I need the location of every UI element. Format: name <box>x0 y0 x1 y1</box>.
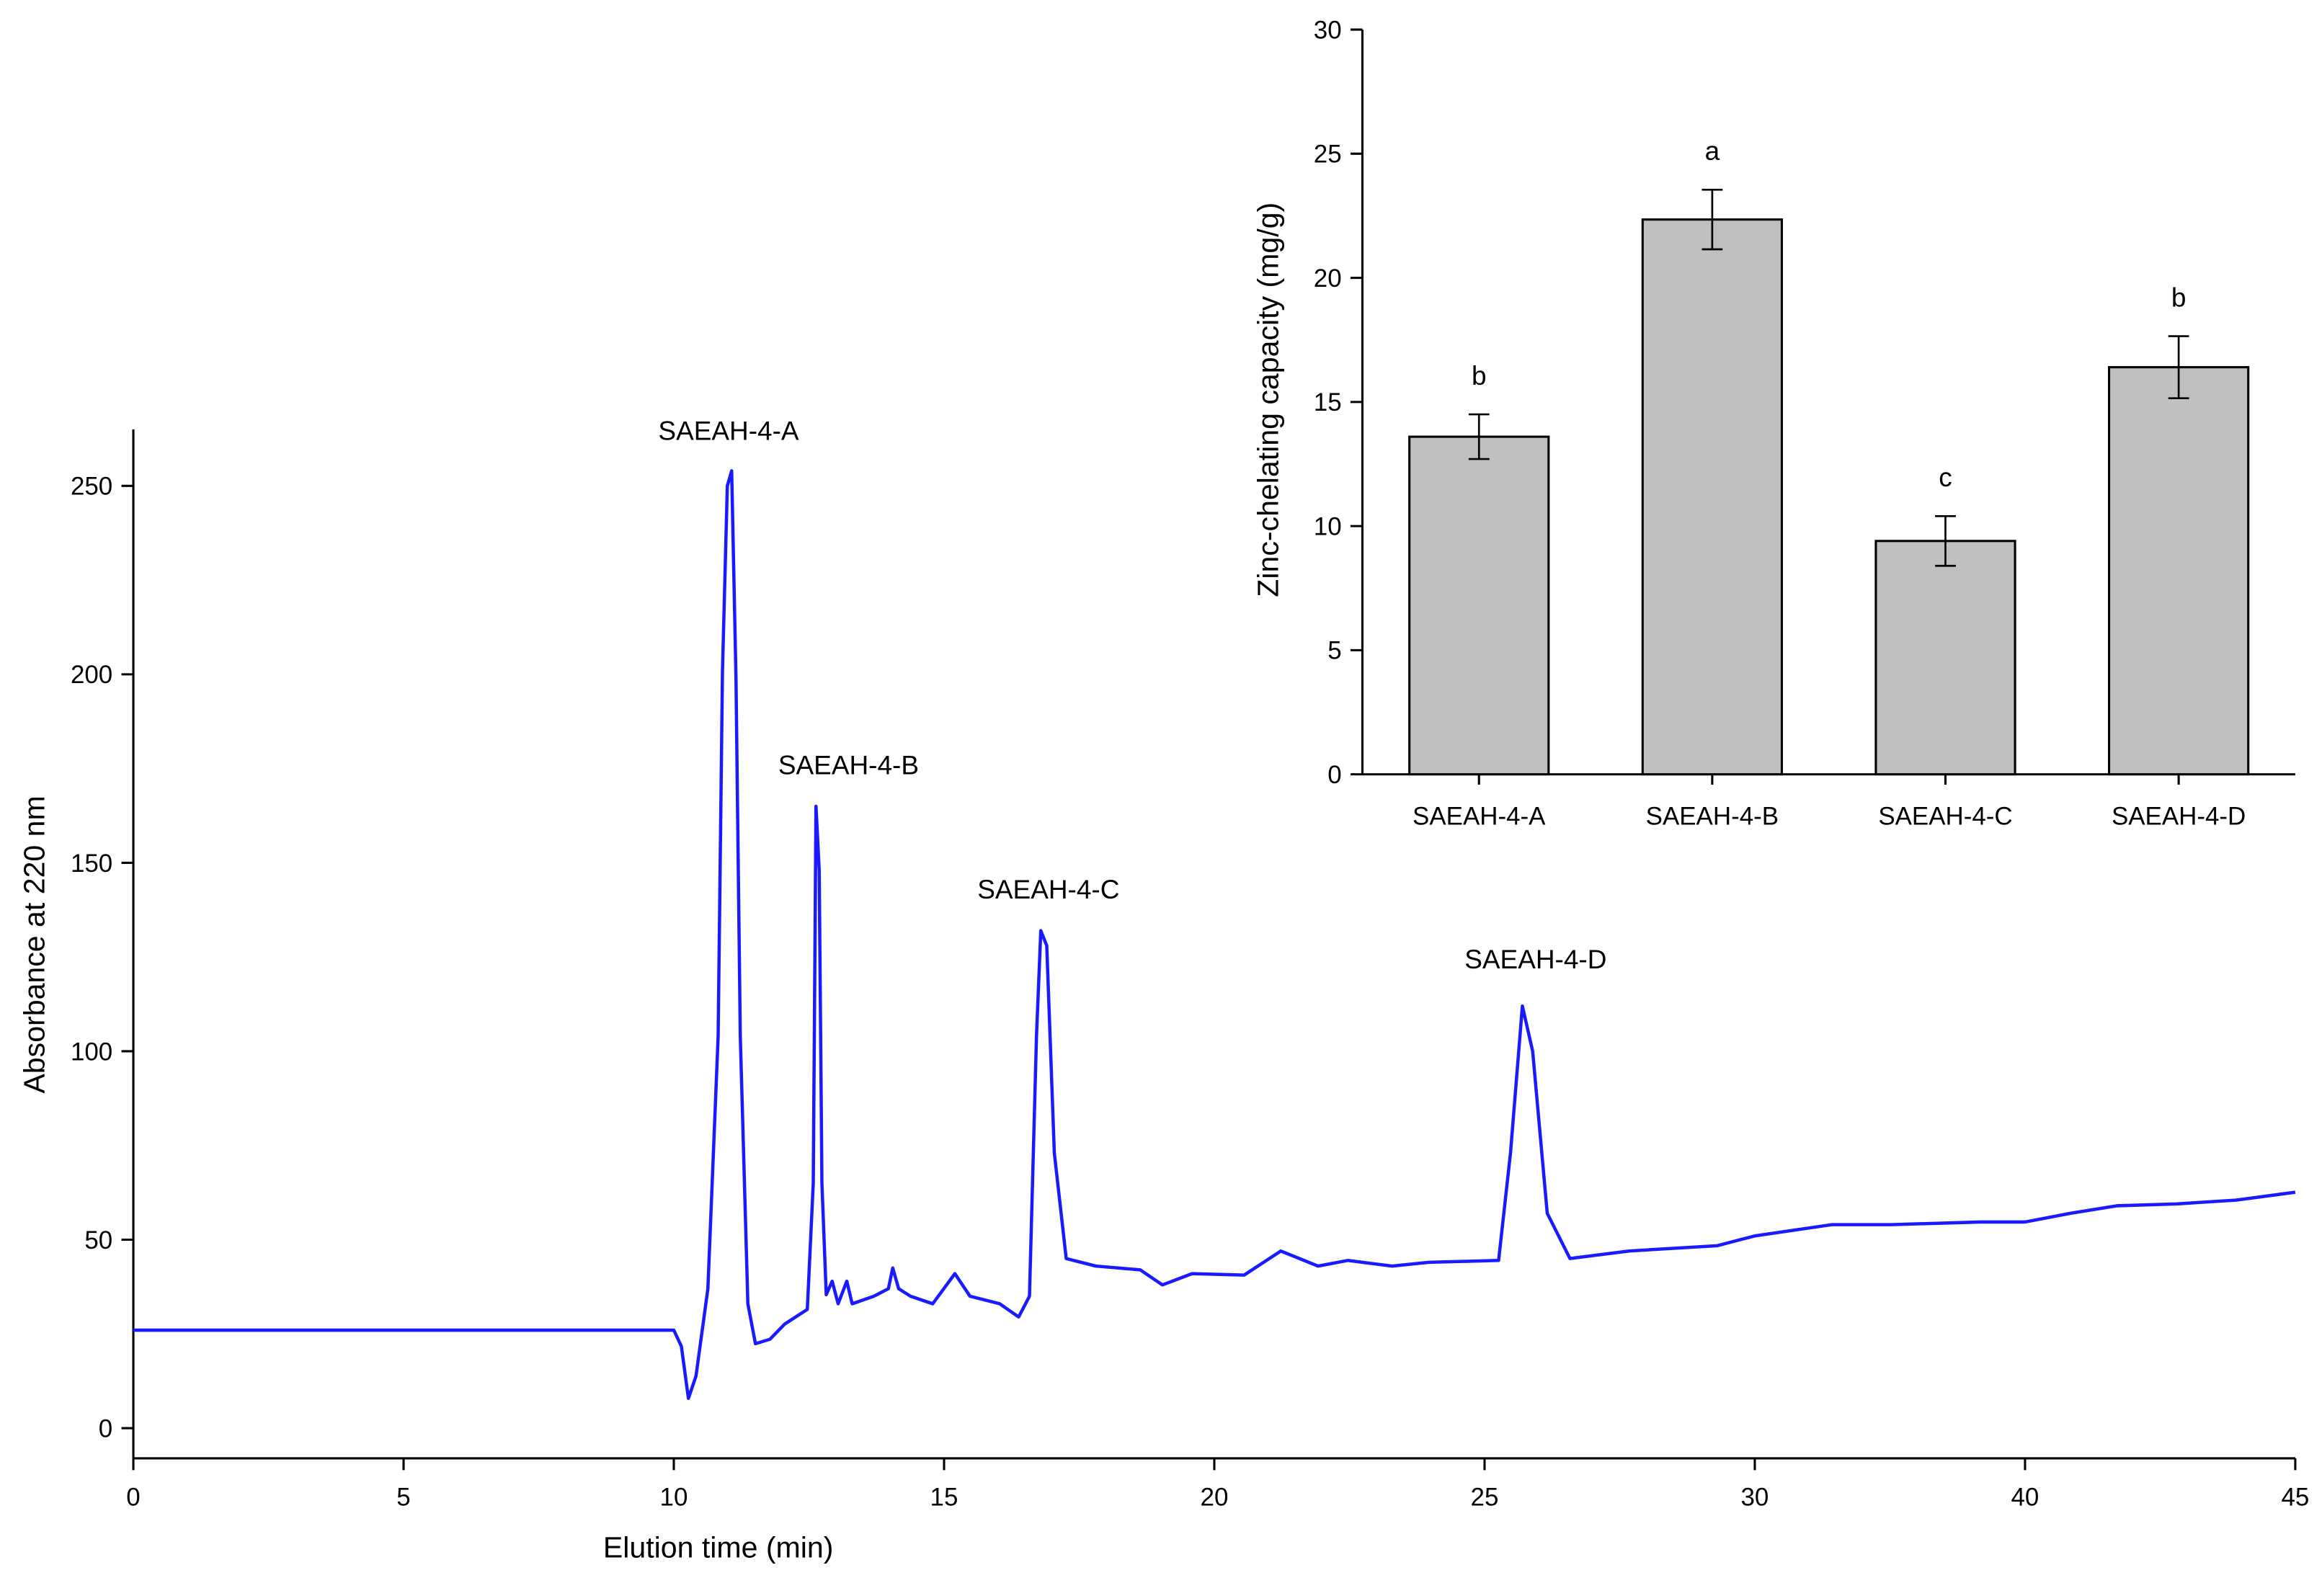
x-tick-label: 15 <box>930 1484 958 1512</box>
y-tick-label: 30 <box>1314 16 1342 44</box>
y-tick-label: 15 <box>1314 388 1342 416</box>
y-axis-title: Absorbance at 220 nm <box>18 795 51 1093</box>
bar <box>2108 366 2250 776</box>
peak-label: SAEAH-4-D <box>1464 945 1606 974</box>
x-tick-label: 45 <box>2281 1484 2309 1512</box>
peak-label: SAEAH-4-B <box>778 751 919 780</box>
peak-label: SAEAH-4-C <box>977 875 1119 904</box>
error-bar <box>1702 188 1723 251</box>
error-bar <box>1468 413 1490 460</box>
x-tick-label: SAEAH-4-D <box>2112 802 2246 830</box>
peak-label: SAEAH-4-A <box>658 416 799 445</box>
y-tick-label: 200 <box>71 661 112 689</box>
x-tick-label: SAEAH-4-A <box>1413 802 1546 830</box>
line <box>133 469 2296 1400</box>
significance-letter: b <box>1472 361 1487 391</box>
error-bar <box>1935 514 1956 567</box>
y-tick-label: 25 <box>1314 141 1342 169</box>
y-tick-label: 100 <box>71 1038 112 1066</box>
x-tick-label: 25 <box>1471 1484 1499 1512</box>
x-tick-label: 30 <box>1741 1484 1769 1512</box>
y-tick-label: 150 <box>71 850 112 878</box>
significance-letter: a <box>1705 136 1720 166</box>
x-tick-label: 10 <box>660 1484 688 1512</box>
y-tick-label: 50 <box>84 1226 112 1254</box>
x-tick-label: 40 <box>2011 1484 2039 1512</box>
bar <box>1874 540 2016 776</box>
significance-letter: b <box>2171 282 2187 312</box>
x-tick-label: 5 <box>396 1484 410 1512</box>
significance-letter: c <box>1939 463 1952 492</box>
y-tick-label: 10 <box>1314 512 1342 540</box>
x-tick-label: SAEAH-4-C <box>1878 802 2012 830</box>
x-tick-label: 20 <box>1201 1484 1229 1512</box>
y-axis-title: Zinc-chelating capacity (mg/g) <box>1251 202 1284 597</box>
y-tick-label: 5 <box>1327 637 1341 665</box>
y-tick-label: 0 <box>99 1414 112 1443</box>
bar <box>1641 218 1783 776</box>
error-bar <box>2168 335 2189 400</box>
y-tick-label: 250 <box>71 473 112 501</box>
x-tick-label: 0 <box>126 1484 140 1512</box>
x-tick-label: SAEAH-4-B <box>1646 802 1779 830</box>
y-tick-label: 0 <box>1327 761 1341 789</box>
y-tick-label: 20 <box>1314 264 1342 293</box>
x-axis-title: Elution time (min) <box>603 1531 834 1564</box>
bar <box>1408 435 1550 776</box>
